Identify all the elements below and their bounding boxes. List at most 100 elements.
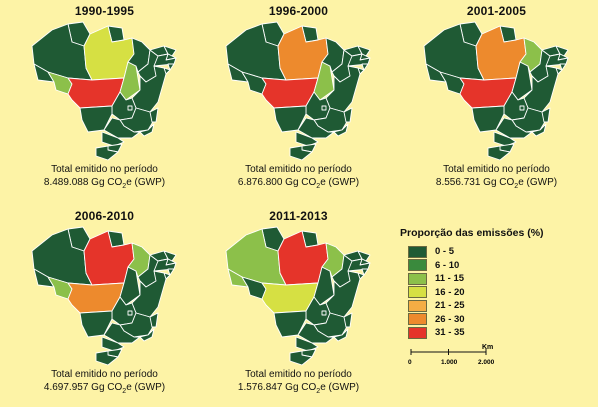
legend-item: 21 - 25	[400, 299, 590, 312]
legend: Proporção das emissões (%) 0 - 5 6 - 10 11…	[400, 227, 590, 377]
brazil-map	[225, 21, 371, 161]
caption-label: Total emitido no período	[51, 369, 158, 380]
state-rj	[139, 328, 155, 342]
state-df	[127, 105, 133, 111]
caption-label: Total emitido no período	[51, 164, 158, 175]
state-rj	[333, 123, 349, 137]
scale-tick-label: 2.000	[478, 359, 495, 366]
panel-title: 2006-2010	[74, 209, 135, 223]
total-value: 6.876.800	[237, 177, 283, 188]
panel-title: 2001-2005	[466, 4, 527, 18]
legend-swatch	[408, 272, 427, 285]
state-rs	[289, 145, 313, 161]
state-es	[149, 312, 159, 328]
legend-label: 26 - 30	[435, 313, 465, 325]
scale-bar: Km 0 1.000 2.000	[408, 344, 498, 376]
state-sp	[103, 117, 141, 139]
state-rj	[139, 123, 155, 137]
brazil-map	[423, 21, 569, 161]
state-df	[321, 310, 327, 316]
legend-item: 16 - 20	[400, 286, 590, 299]
state-al	[361, 268, 369, 276]
legend-swatch	[408, 245, 427, 258]
caption-label: Total emitido no período	[245, 164, 352, 175]
legend-label: 6 - 10	[435, 259, 460, 271]
total-value: 4.697.957	[43, 382, 89, 393]
caption-total: 6.876.800 Gg CO2e (GWP)	[206, 176, 391, 193]
state-es	[343, 107, 353, 123]
state-df	[127, 310, 133, 316]
panel-title: 2011-2013	[269, 209, 328, 223]
brazil-map	[31, 226, 177, 366]
panel-caption: Total emitido no período 4.697.957 Gg CO…	[12, 368, 197, 398]
state-al	[167, 268, 175, 276]
state-al	[167, 63, 175, 71]
state-es	[149, 107, 159, 123]
caption-label: Total emitido no período	[245, 369, 352, 380]
legend-swatch	[408, 299, 427, 312]
unit-label: Gg CO2e (GWP)	[285, 177, 360, 190]
unit-label: Gg CO2e (GWP)	[285, 382, 360, 395]
state-rs	[487, 145, 511, 161]
panel-title: 1996-2000	[268, 4, 329, 18]
panel-caption: Total emitido no período 8.489.088 Gg CO…	[12, 163, 197, 193]
total-value: 8.556.731	[435, 177, 481, 188]
state-sp	[103, 322, 141, 344]
legend-label: 0 - 5	[435, 246, 455, 257]
legend-title: Proporção das emissões (%)	[400, 227, 544, 239]
legend-label: 31 - 35	[435, 327, 465, 338]
legend-swatch	[408, 326, 427, 339]
panel-caption: Total emitido no período 8.556.731 Gg CO…	[404, 163, 589, 193]
legend-label: 16 - 20	[435, 286, 465, 298]
legend-item: 31 - 35	[400, 326, 590, 339]
legend-item: 6 - 10	[400, 259, 590, 272]
legend-label: 11 - 15	[435, 273, 465, 284]
state-rs	[95, 145, 119, 161]
state-rj	[531, 123, 547, 137]
legend-swatch	[408, 259, 427, 271]
caption-total: 8.556.731 Gg CO2e (GWP)	[404, 176, 589, 193]
legend-label: 21 - 25	[435, 300, 465, 311]
legend-item: 26 - 30	[400, 313, 590, 326]
state-sp	[297, 322, 335, 344]
state-rs	[95, 350, 119, 366]
state-df	[321, 105, 327, 111]
total-value: 1.576.847	[237, 382, 283, 393]
total-value: 8.489.088	[43, 177, 89, 188]
caption-total: 8.489.088 Gg CO2e (GWP)	[12, 176, 197, 193]
state-sp	[297, 117, 335, 139]
unit-label: Gg CO2e (GWP)	[483, 177, 558, 190]
map-panel-2001-2005: 2001-2005 Total emitido no período 8.556…	[404, 0, 589, 200]
legend-items: 0 - 5 6 - 10 11 - 15 16 - 20 21 - 25 26 - 30 3…	[400, 245, 590, 339]
state-df	[519, 105, 525, 111]
state-es	[343, 312, 353, 328]
map-panel-1996-2000: 1996-2000 Total emitido no período 6.876…	[206, 0, 391, 200]
state-al	[559, 63, 567, 71]
scale-unit: Km	[482, 344, 493, 351]
legend-swatch	[408, 286, 427, 298]
state-es	[541, 107, 551, 123]
map-panel-2011-2013: 2011-2013 Total emitido no período 1.576…	[206, 205, 391, 405]
panel-caption: Total emitido no período 6.876.800 Gg CO…	[206, 163, 391, 193]
panel-title: 1990-1995	[74, 4, 135, 18]
map-panel-1990-1995: 1990-1995 Total emitido no período 8.489…	[12, 0, 197, 200]
state-rs	[289, 350, 313, 366]
map-panel-2006-2010: 2006-2010 Total emitido no período 4.697…	[12, 205, 197, 405]
caption-total: 4.697.957 Gg CO2e (GWP)	[12, 381, 197, 398]
state-rj	[333, 328, 349, 342]
panel-caption: Total emitido no período 1.576.847 Gg CO…	[206, 368, 391, 398]
caption-label: Total emitido no período	[443, 164, 550, 175]
unit-label: Gg CO2e (GWP)	[91, 177, 166, 190]
scale-tick-label: 1.000	[441, 359, 458, 366]
legend-item: 11 - 15	[400, 272, 590, 285]
brazil-map	[31, 21, 177, 161]
legend-swatch	[408, 313, 427, 325]
legend-item: 0 - 5	[400, 245, 590, 258]
state-sp	[495, 117, 533, 139]
scale-tick-label: 0	[408, 359, 412, 366]
brazil-map	[225, 226, 371, 366]
caption-total: 1.576.847 Gg CO2e (GWP)	[206, 381, 391, 398]
state-al	[361, 63, 369, 71]
unit-label: Gg CO2e (GWP)	[91, 382, 166, 395]
